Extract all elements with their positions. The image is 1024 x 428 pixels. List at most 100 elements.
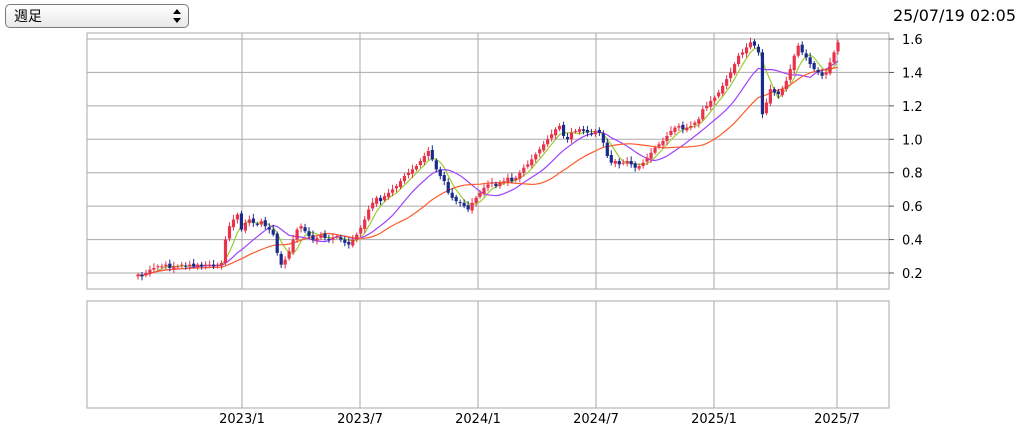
candle-body	[207, 264, 212, 266]
candle-body	[196, 264, 200, 268]
candle-body	[144, 273, 148, 276]
x-tick-label: 2025/7	[814, 412, 860, 427]
y-tick-label: 1.0	[902, 133, 923, 148]
candle-body	[418, 161, 422, 166]
candle-body	[303, 227, 307, 232]
candle-body	[828, 62, 832, 74]
candle-body	[176, 266, 180, 268]
candle-body	[820, 72, 824, 76]
candle-body	[800, 44, 804, 53]
candle-body	[442, 175, 446, 182]
candle-body	[211, 264, 216, 267]
candle-body	[227, 226, 232, 239]
candle-body	[235, 214, 240, 220]
candle-body	[502, 181, 506, 183]
candle-body	[744, 47, 749, 54]
candle-body	[538, 149, 542, 154]
candle-body	[247, 219, 251, 223]
candle-body	[156, 266, 160, 268]
candle-body	[184, 265, 188, 267]
candle-body	[446, 182, 450, 193]
candle-body	[430, 149, 434, 160]
candle-body	[776, 91, 780, 95]
candle-body	[359, 227, 363, 234]
candle-body	[204, 264, 208, 266]
candle-body	[526, 164, 530, 167]
candle-body	[192, 263, 196, 267]
candle-body	[347, 241, 351, 245]
candle-body	[152, 267, 156, 270]
x-tick-label: 2025/1	[691, 412, 737, 427]
candle-body	[554, 129, 558, 136]
candle-body	[534, 154, 538, 160]
candle-body	[231, 219, 236, 228]
candle-body	[565, 136, 570, 140]
y-tick-label: 1.6	[902, 33, 923, 48]
candle-body	[816, 70, 820, 73]
candle-body	[426, 150, 430, 156]
candle-body	[482, 187, 486, 194]
candle-body	[581, 129, 586, 131]
period-select[interactable]: 週足	[5, 4, 189, 28]
candle-body	[589, 133, 594, 135]
candle-body	[390, 189, 395, 193]
candle-body	[689, 125, 693, 128]
candle-body	[748, 42, 753, 48]
candle-body	[279, 253, 283, 265]
candle-body	[561, 124, 566, 136]
candle-body	[223, 239, 228, 263]
candle-body	[550, 134, 554, 139]
candle-body	[732, 64, 737, 74]
candle-body	[267, 227, 271, 230]
candle-body	[721, 85, 725, 94]
candle-body	[705, 105, 709, 109]
candle-body	[605, 142, 609, 156]
candle-body	[251, 218, 255, 223]
candle-body	[601, 133, 605, 143]
candle-body	[621, 162, 625, 164]
candle-body	[808, 57, 812, 65]
candle-body	[343, 239, 347, 243]
y-tick-label: 1.4	[902, 66, 923, 81]
candle-body	[398, 181, 403, 188]
volume-panel-frame	[86, 300, 890, 409]
candle-body	[784, 80, 788, 90]
candle-body	[729, 72, 733, 79]
candle-body	[629, 161, 633, 165]
candlesticks	[136, 37, 840, 281]
candle-body	[641, 162, 645, 167]
candle-body	[239, 213, 244, 230]
candle-body	[585, 129, 590, 133]
candle-body	[514, 177, 518, 181]
candle-body	[363, 219, 367, 229]
chevron-updown-icon	[173, 9, 181, 23]
candle-body	[725, 79, 729, 86]
candle-body	[613, 161, 617, 164]
ma-mid-line	[137, 60, 839, 277]
candle-body	[669, 130, 673, 135]
candle-body	[263, 220, 267, 227]
candle-body	[283, 259, 287, 265]
candle-body	[804, 53, 808, 58]
candle-body	[780, 89, 784, 96]
candle-body	[382, 196, 387, 201]
candle-body	[414, 166, 419, 170]
x-tick-label: 2023/1	[219, 412, 265, 427]
candle-body	[792, 55, 796, 71]
candle-body	[736, 55, 741, 65]
candle-body	[625, 161, 629, 164]
candle-body	[375, 197, 379, 204]
candle-body	[394, 186, 399, 189]
candle-body	[255, 223, 259, 225]
candle-body	[812, 63, 816, 70]
candle-body	[287, 251, 291, 259]
candle-body	[681, 124, 685, 130]
candle-body	[764, 102, 769, 114]
candle-body	[406, 172, 411, 176]
candle-body	[470, 202, 474, 211]
candle-body	[462, 202, 466, 207]
candle-body	[307, 231, 311, 237]
candle-body	[760, 52, 765, 115]
candle-body	[752, 41, 757, 46]
